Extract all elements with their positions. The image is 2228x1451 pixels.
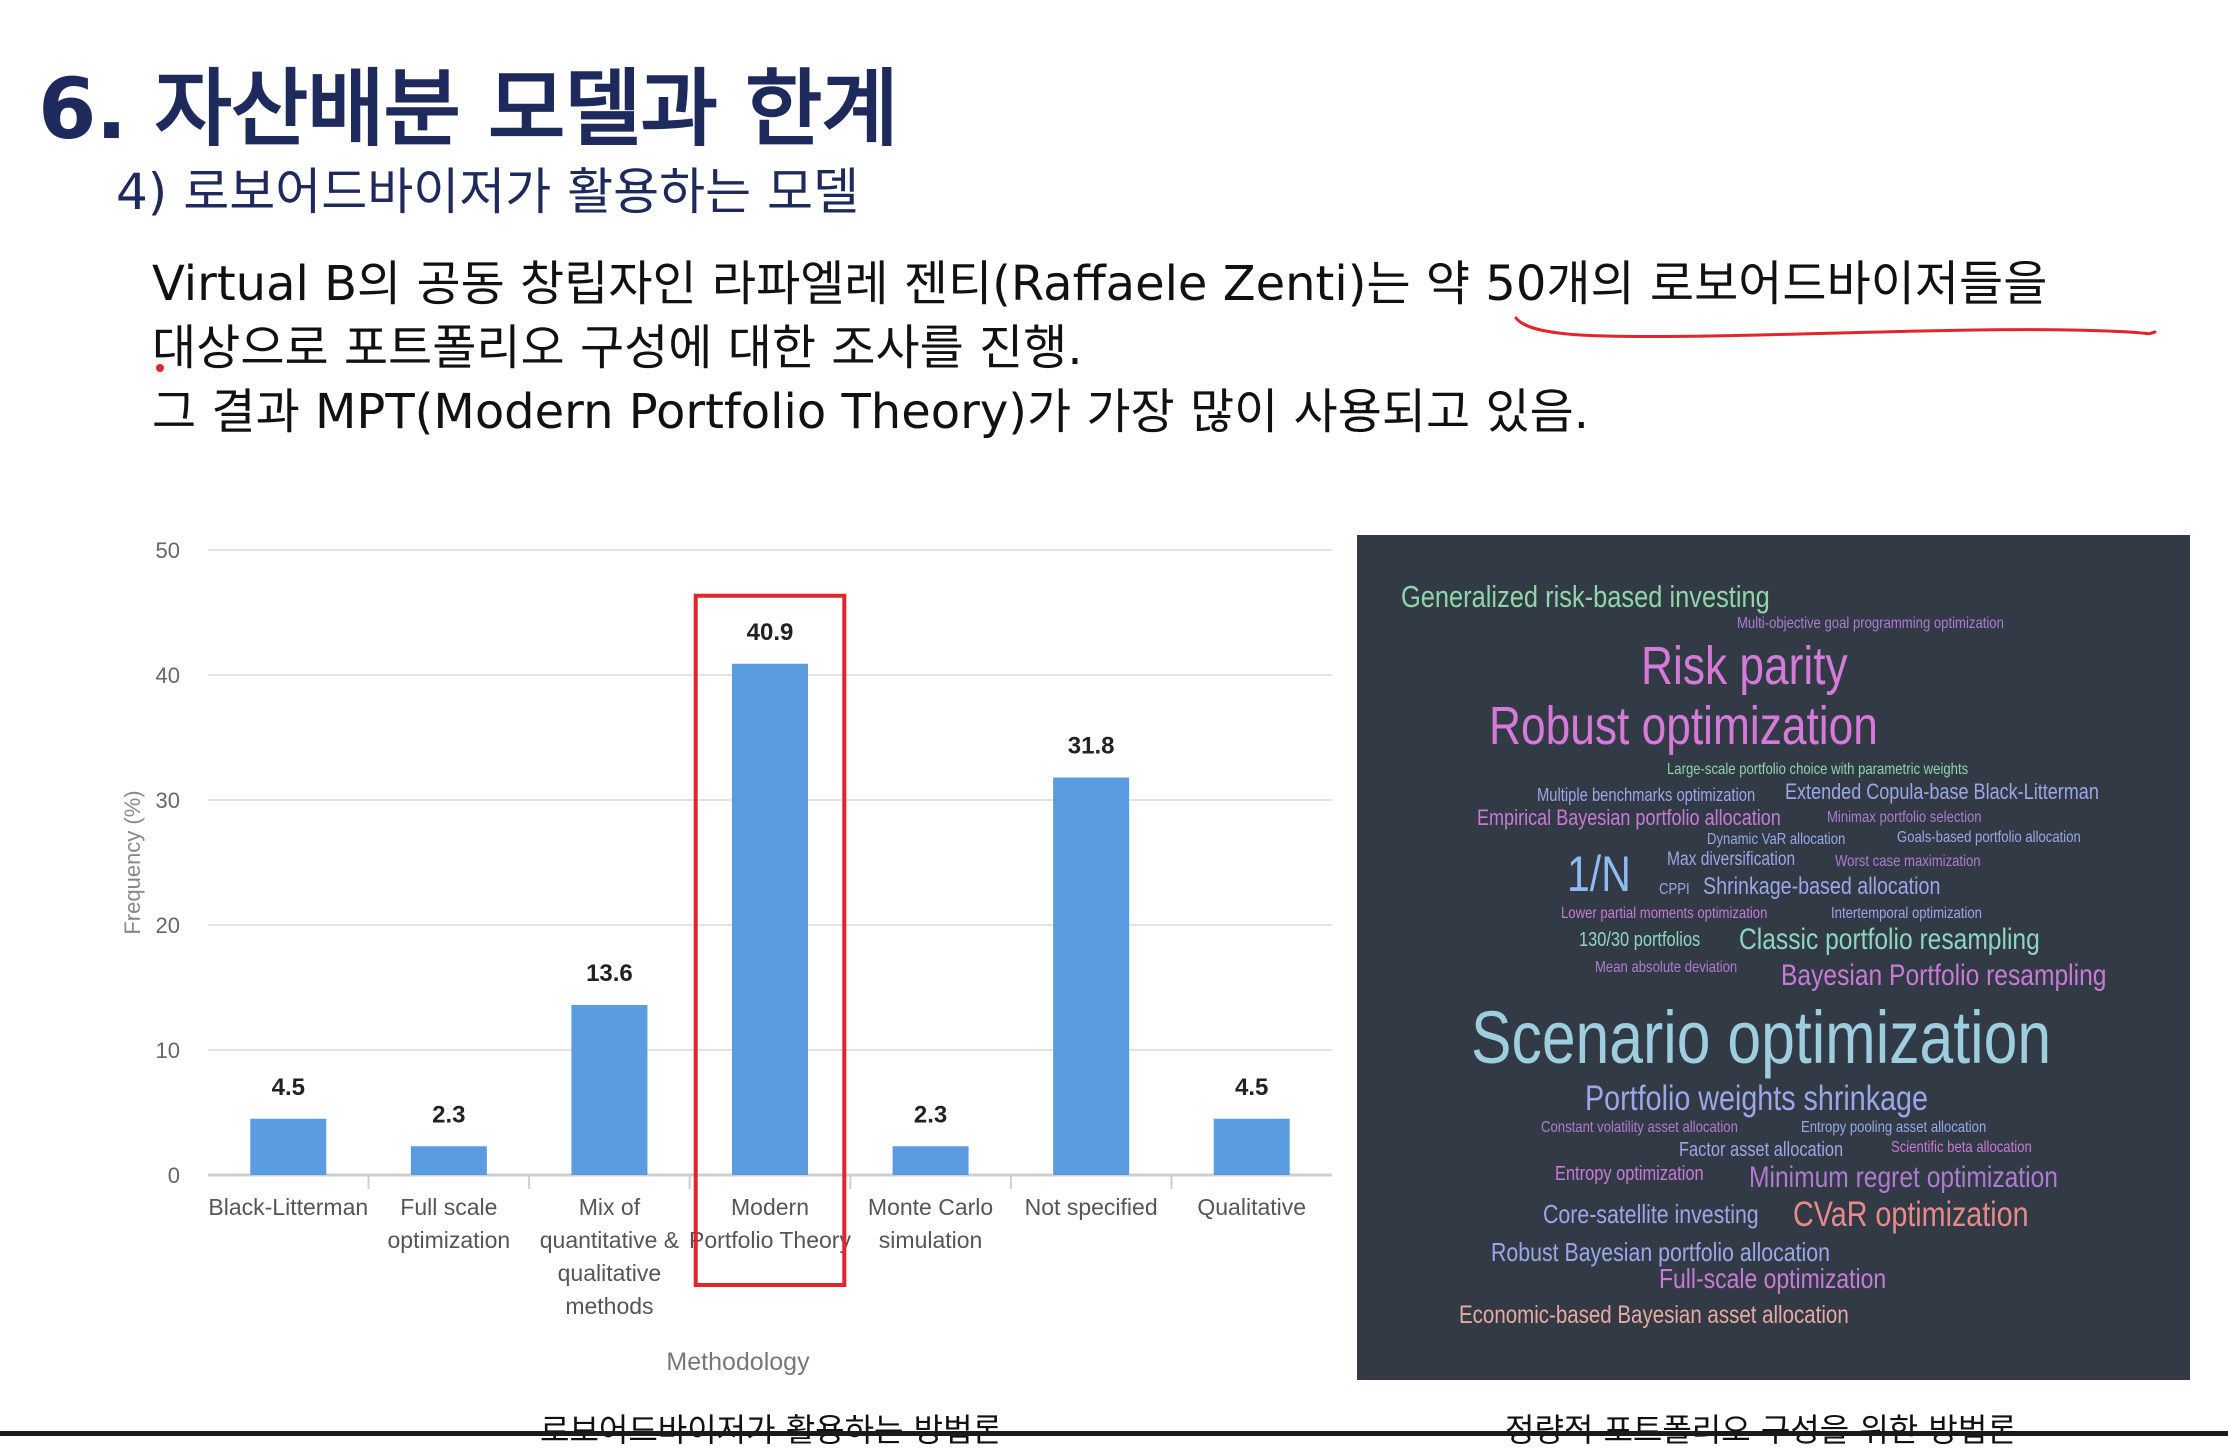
- word-cloud-term: Goals-based portfolio allocation: [1897, 829, 2081, 846]
- x-tick-label: Mix of: [579, 1194, 641, 1220]
- y-tick-label: 10: [156, 1038, 180, 1063]
- word-cloud-term: Robust Bayesian portfolio allocation: [1491, 1237, 1830, 1267]
- word-cloud-term: Lower partial moments optimization: [1561, 905, 1768, 922]
- bottom-rule: [0, 1431, 2228, 1436]
- x-tick-label: Not specified: [1025, 1194, 1158, 1220]
- x-tick-label: simulation: [879, 1227, 983, 1253]
- word-cloud-term: Worst case maximization: [1835, 853, 1981, 870]
- y-tick-label: 30: [156, 788, 180, 813]
- page-title: 6. 자산배분 모델과 한계: [38, 60, 899, 158]
- word-cloud-term: Intertemporal optimization: [1831, 905, 1982, 922]
- bar-value-label: 2.3: [432, 1101, 465, 1128]
- x-tick-label: Modern: [731, 1194, 809, 1220]
- word-cloud-term: Scientific beta allocation: [1891, 1139, 2032, 1156]
- word-cloud-term: Minimax portfolio selection: [1827, 809, 1982, 826]
- word-cloud-term: Robust optimization: [1489, 696, 1878, 756]
- bar: [250, 1118, 327, 1175]
- word-cloud-term: Mean absolute deviation: [1595, 959, 1738, 976]
- bar-value-label: 13.6: [586, 960, 633, 987]
- x-tick-label: Black-Litterman: [208, 1194, 368, 1220]
- word-cloud-term: Bayesian Portfolio resampling: [1781, 959, 2107, 992]
- y-tick-label: 50: [156, 538, 180, 563]
- word-cloud-term: Entropy pooling asset allocation: [1801, 1119, 1987, 1136]
- x-axis-label: Methodology: [666, 1348, 810, 1376]
- y-tick-label: 40: [156, 663, 180, 688]
- word-cloud-term: Portfolio weights shrinkage: [1585, 1079, 1928, 1118]
- x-tick-label: optimization: [387, 1227, 510, 1253]
- word-cloud-term: 1/N: [1567, 846, 1631, 902]
- bar: [410, 1146, 487, 1175]
- bar-value-label: 40.9: [747, 619, 794, 646]
- word-cloud-term: Full-scale optimization: [1659, 1263, 1887, 1294]
- word-cloud-term: Shrinkage-based allocation: [1703, 873, 1941, 900]
- bar-value-label: 4.5: [272, 1074, 305, 1101]
- x-tick-label: qualitative: [558, 1260, 662, 1286]
- word-cloud-term: Large-scale portfolio choice with parame…: [1667, 761, 1969, 778]
- word-cloud-term: Empirical Bayesian portfolio allocation: [1477, 805, 1781, 830]
- body-text: Virtual B의 공동 창립자인 라파엘레 젠티(Raffaele Zent…: [152, 252, 2192, 444]
- word-cloud-term: Factor asset allocation: [1679, 1139, 1844, 1161]
- bar: [1213, 1118, 1290, 1175]
- word-cloud-term: Generalized risk-based investing: [1401, 579, 1770, 614]
- methodology-word-cloud: Generalized risk-based investing Multi-ob…: [1357, 535, 2190, 1380]
- word-cloud-term: Multi-objective goal programming optimiz…: [1737, 615, 2004, 632]
- word-cloud-term: CPPI: [1659, 881, 1690, 898]
- x-tick-label: Full scale: [400, 1194, 497, 1220]
- bar-value-label: 2.3: [914, 1101, 947, 1128]
- page-subtitle: 4) 로보어드바이저가 활용하는 모델: [116, 163, 859, 221]
- bar: [892, 1146, 969, 1175]
- body-line-2: 대상으로 포트폴리오 구성에 대한 조사를 진행.: [152, 320, 1083, 376]
- left-caption: 로보어드바이저가 활용하는 방법론: [540, 1411, 1002, 1449]
- y-axis-label: Frequency (%): [120, 790, 145, 934]
- word-cloud-term: 130/30 portfolios: [1579, 929, 1701, 951]
- word-cloud-term: Dynamic VaR allocation: [1707, 831, 1846, 848]
- bar-chart: 0 10 20 30 40 50 Frequency (%) 4.5 Black-Litterm…: [100, 520, 1340, 1420]
- body-line-3: 그 결과 MPT(Modern Portfolio Theory)가 가장 많이…: [152, 384, 1590, 440]
- bar: [1053, 777, 1130, 1175]
- x-tick-label: Portfolio Theory: [689, 1227, 851, 1253]
- handwritten-underline: [1514, 316, 2157, 339]
- x-tick-label: methods: [565, 1293, 653, 1319]
- word-cloud-term: Economic-based Bayesian asset allocation: [1459, 1301, 1849, 1329]
- word-cloud-term: Multiple benchmarks optimization: [1537, 785, 1756, 805]
- annotation-dot: [156, 364, 164, 372]
- word-cloud-term: Scenario optimization: [1471, 996, 2052, 1079]
- word-cloud-term: Entropy optimization: [1555, 1163, 1704, 1185]
- bar-value-label: 31.8: [1068, 733, 1115, 760]
- body-line-1: Virtual B의 공동 창립자인 라파엘레 젠티(Raffaele Zent…: [152, 256, 2048, 312]
- bar: [732, 663, 808, 1175]
- bar-value-label: 4.5: [1235, 1074, 1268, 1101]
- highlight-box: [693, 593, 847, 1287]
- y-tick-label: 0: [168, 1163, 180, 1188]
- word-cloud-term: Classic portfolio resampling: [1739, 923, 2040, 956]
- word-cloud-term: Max diversification: [1667, 849, 1796, 870]
- word-cloud-term: Core-satellite investing: [1543, 1199, 1759, 1229]
- word-cloud-term: Constant volatility asset allocation: [1541, 1119, 1738, 1136]
- bar-chart-svg: 0 10 20 30 40 50 Frequency (%) 4.5 Black-Litterm…: [120, 538, 1332, 1376]
- y-tick-label: 20: [156, 913, 180, 938]
- word-cloud-term: CVaR optimization: [1793, 1195, 2029, 1234]
- word-cloud-term: Risk parity: [1641, 636, 1848, 696]
- x-tick-label: Qualitative: [1197, 1194, 1306, 1220]
- x-tick-label: Monte Carlo: [868, 1194, 993, 1220]
- word-cloud-term: Minimum regret optimization: [1749, 1161, 2058, 1194]
- x-tick-label: quantitative &: [540, 1227, 679, 1253]
- right-caption: 정량적 포트폴리오 구성을 위한 방법론: [1505, 1411, 2017, 1449]
- bar: [571, 1005, 648, 1175]
- word-cloud-term: Extended Copula-base Black-Litterman: [1785, 779, 2099, 804]
